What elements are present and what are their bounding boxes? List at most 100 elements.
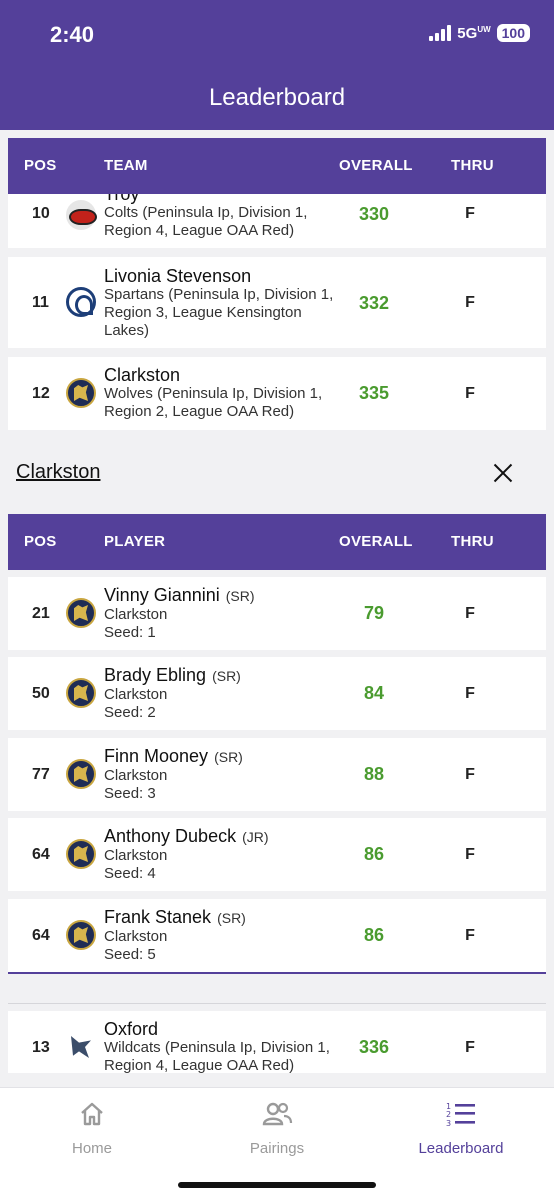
col-player: PLAYER [104,533,166,550]
player-name: Brady Ebling [104,665,207,685]
player-name: Finn Mooney [104,746,209,766]
player-info: Brady Ebling (SR) Clarkston Seed: 2 [104,665,336,722]
player-row[interactable]: 21 Vinny Giannini (SR) Clarkston Seed: 1 … [8,577,546,650]
player-pos: 64 [32,846,50,863]
player-year: (SR) [214,749,243,765]
player-name: Frank Stanek [104,907,212,927]
player-pos: 50 [32,685,50,702]
wolves-logo [66,378,96,408]
wolves-logo [66,920,96,950]
player-seed: Seed: 4 [104,865,156,882]
top-bar: 2:40 5GUW 100 Leaderboard [0,0,554,130]
player-school: Clarkston [104,767,168,784]
player-overall: 79 [363,603,385,623]
svg-text:3: 3 [446,1119,451,1128]
troy-colts-logo [66,200,97,230]
section-divider [8,1003,546,1004]
team-desc: Wolves (Peninsula Ip, Division 1, Region… [104,385,323,420]
player-overall: 88 [363,764,385,784]
player-year: (JR) [242,829,269,845]
panel-bottom-border [8,972,546,974]
selected-team-name[interactable]: Clarkston [16,461,101,483]
team-thru: F [465,205,475,222]
player-year: (SR) [217,910,246,926]
col-pos: POS [24,157,57,174]
wolves-logo [66,598,96,628]
team-name: Livonia Stevenson [104,266,252,286]
wolves-logo [66,678,96,708]
tab-leaderboard[interactable]: 1 2 3 Leaderboard [369,1088,553,1168]
team-name: Clarkston [104,365,181,385]
player-seed: Seed: 2 [104,704,156,721]
tab-pairings[interactable]: Pairings [185,1088,369,1168]
player-overall: 84 [363,683,385,703]
player-thru: F [465,927,475,944]
player-school: Clarkston [104,928,168,945]
team-row[interactable]: 11 Livonia Stevenson Spartans (Peninsula… [8,257,546,348]
col-overall: OVERALL [339,533,413,550]
player-row[interactable]: 64 Frank Stanek (SR) Clarkston Seed: 5 86… [8,899,546,972]
player-name: Vinny Giannini [104,585,220,605]
player-row[interactable]: 50 Brady Ebling (SR) Clarkston Seed: 2 84… [8,657,546,730]
tab-label: Leaderboard [418,1140,504,1157]
team-info: Livonia Stevenson Spartans (Peninsula Ip… [104,266,336,340]
player-overall: 86 [363,925,385,945]
team-desc: Wildcats (Peninsula Ip, Division 1, Regi… [104,1039,330,1073]
team-name: Oxford [104,1019,159,1039]
team-pos: 10 [32,205,50,222]
team-info: Troy Colts (Peninsula Ip, Division 1, Re… [104,184,336,240]
player-year: (SR) [225,588,255,604]
leaderboard-content[interactable]: POS TEAM OVERALL THRU 10 Troy Colts (Pen… [0,130,554,1087]
page-title: Leaderboard [208,84,346,111]
team-table-header-overlay: POS TEAM OVERALL THRU [8,138,546,194]
tab-home[interactable]: Home [0,1088,184,1168]
player-school: Clarkston [104,686,168,703]
team-overall: 335 [358,383,390,403]
status-time: 2:40 [50,22,95,47]
team-desc: Spartans (Peninsula Ip, Division 1, Regi… [104,286,334,339]
selected-team-header: Clarkston [0,430,554,514]
player-table-header: POS PLAYER OVERALL THRU [8,514,546,570]
player-info: Finn Mooney (SR) Clarkston Seed: 3 [104,746,336,803]
player-row[interactable]: 77 Finn Mooney (SR) Clarkston Seed: 3 88 … [8,738,546,811]
svg-text:2: 2 [446,1110,451,1119]
team-info: Oxford Wildcats (Peninsula Ip, Division … [104,1019,336,1073]
home-indicator [178,1182,376,1188]
player-seed: Seed: 3 [104,785,156,802]
status-icons: 5GUW 100 [429,24,530,42]
player-info: Anthony Dubeck (JR) Clarkston Seed: 4 [104,826,336,883]
player-pos: 21 [32,605,50,622]
team-pos: 13 [32,1039,50,1056]
col-thru: THRU [451,157,494,174]
player-thru: F [465,605,475,622]
player-school: Clarkston [104,606,168,623]
team-row[interactable]: 13 Oxford Wildcats (Peninsula Ip, Divisi… [8,1011,546,1073]
player-pos: 77 [32,766,50,783]
team-pos: 11 [32,294,49,311]
team-info: Clarkston Wolves (Peninsula Ip, Division… [104,365,336,421]
col-thru: THRU [451,533,494,550]
battery-icon: 100 [496,24,530,42]
team-overall: 336 [358,1037,390,1057]
people-icon [262,1102,293,1126]
player-overall: 86 [363,844,385,864]
col-overall: OVERALL [339,157,413,174]
player-thru: F [465,846,475,863]
player-pos: 64 [32,927,50,944]
team-row[interactable]: 12 Clarkston Wolves (Peninsula Ip, Divis… [8,357,546,430]
wolves-logo [66,759,96,789]
home-icon [81,1102,103,1126]
close-icon[interactable] [492,462,514,484]
player-seed: Seed: 1 [104,624,156,641]
tab-label: Home [71,1140,112,1157]
player-row[interactable]: 64 Anthony Dubeck (JR) Clarkston Seed: 4 … [8,818,546,891]
player-thru: F [465,766,475,783]
team-thru: F [465,1039,475,1056]
team-pos: 12 [32,385,50,402]
wildcats-logo [66,1032,96,1062]
team-desc: Colts (Peninsula Ip, Division 1, Region … [104,204,308,239]
player-year: (SR) [212,668,241,684]
col-pos: POS [24,533,57,550]
svg-text:1: 1 [446,1102,451,1111]
tab-label: Pairings [249,1140,305,1157]
